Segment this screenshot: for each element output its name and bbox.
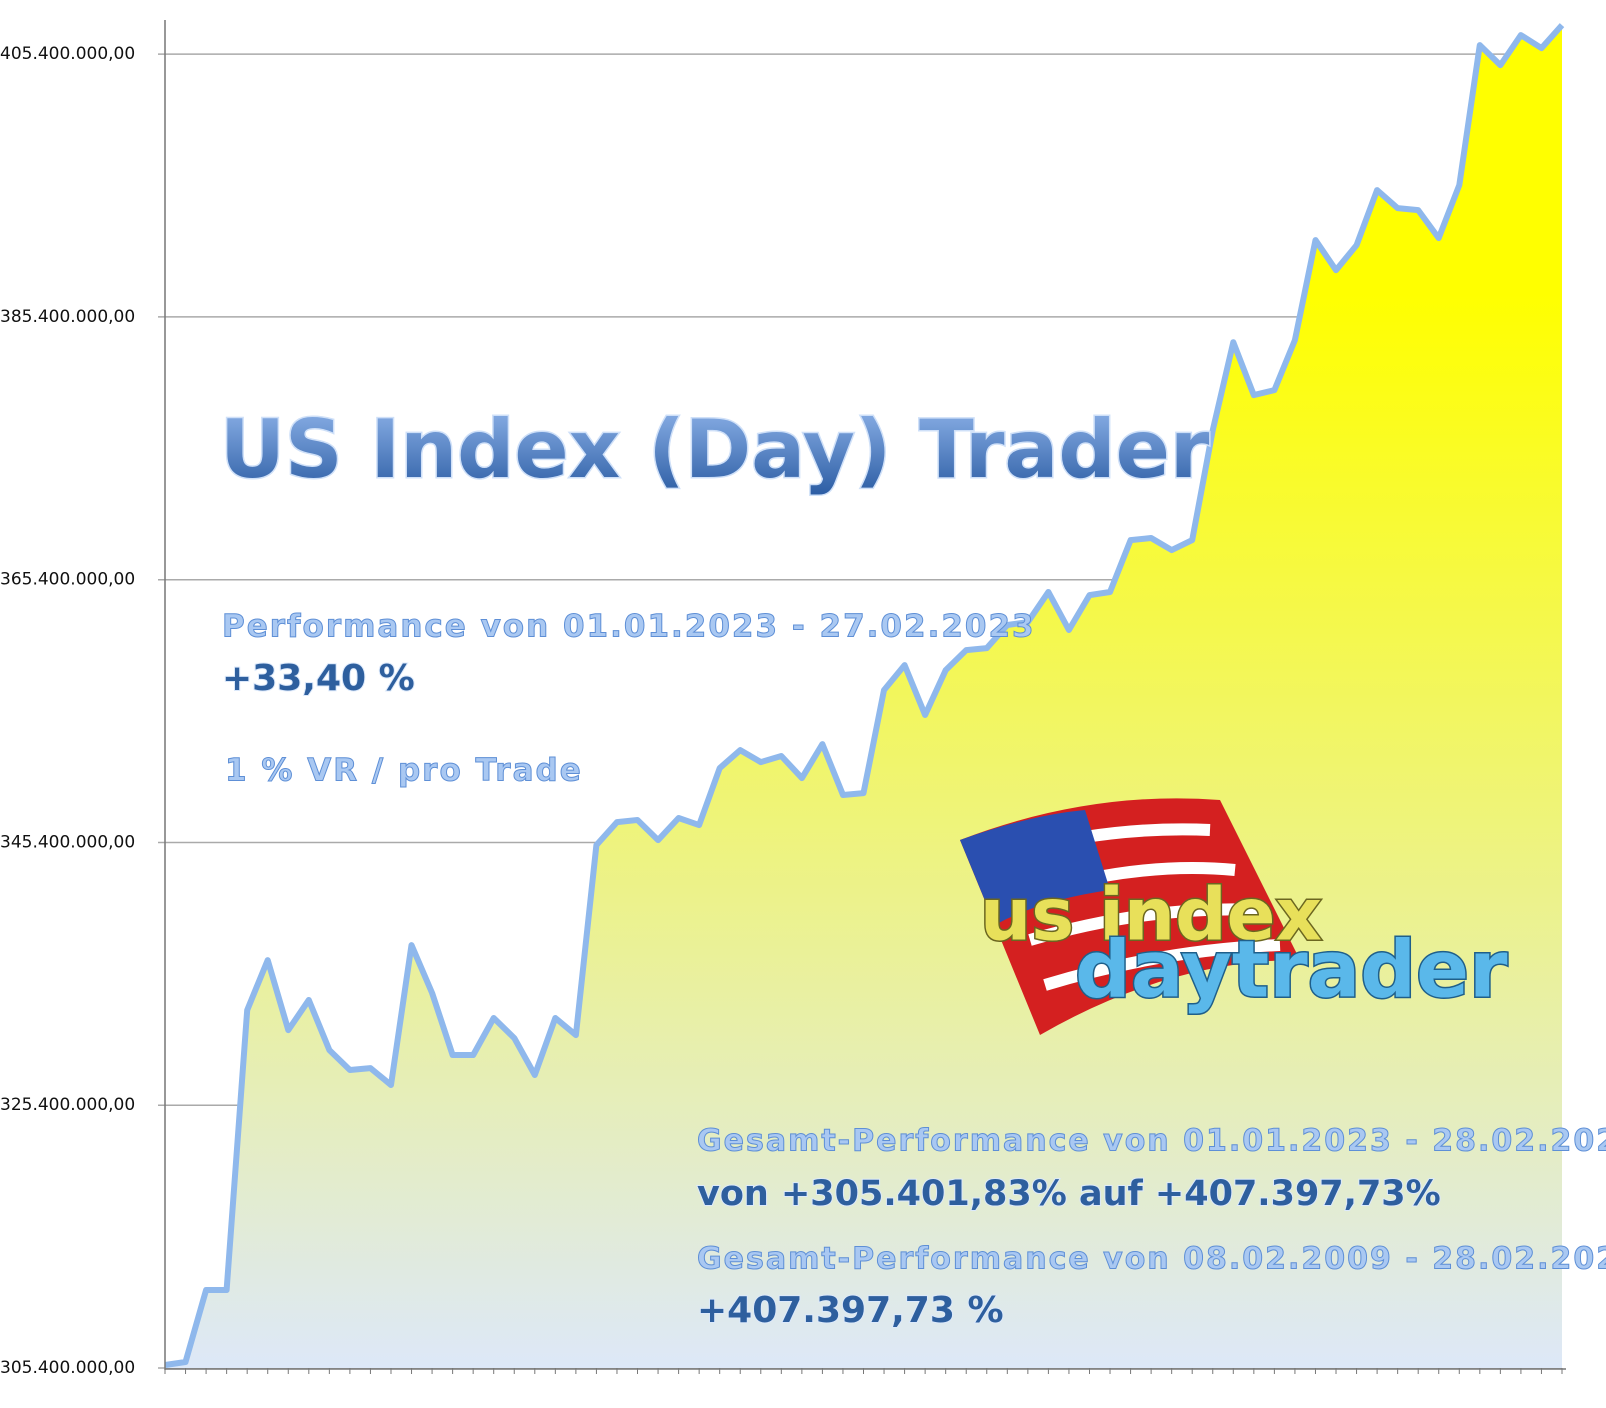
- annotation: 1 % VR / pro Trade: [225, 753, 583, 789]
- area: [165, 25, 1562, 1369]
- line: [164, 23, 1565, 1368]
- annotation: Performance von 01.01.2023 - 27.02.2023: [222, 609, 1036, 645]
- logo: us index daytrader: [960, 798, 1510, 1035]
- annotation: +33,40 %: [222, 658, 415, 699]
- logo-text: us index: [980, 873, 1322, 957]
- annotation: +407.397,73 %: [697, 1290, 1004, 1331]
- y-tick-label: 365.400.000,00: [0, 570, 135, 590]
- y-tick-label: 405.400.000,00: [0, 44, 135, 64]
- flag-canton: [960, 810, 1110, 925]
- annotation: Gesamt-Performance von 01.01.2023 - 28.0…: [697, 1124, 1606, 1159]
- y-tick-label: 345.400.000,00: [0, 832, 135, 852]
- chart-title: US Index (Day) Trader: [220, 403, 1210, 496]
- flag-stripes: [983, 823, 1281, 991]
- annotation: Gesamt-Performance von 08.02.2009 - 28.0…: [697, 1242, 1606, 1277]
- logo-text: daytrader: [1075, 925, 1508, 1015]
- y-tick-label: 325.400.000,00: [0, 1095, 135, 1115]
- y-tick-label: 385.400.000,00: [0, 307, 135, 327]
- y-tick-label: 305.400.000,00: [0, 1358, 135, 1378]
- annotation: von +305.401,83% auf +407.397,73%: [697, 1174, 1441, 1214]
